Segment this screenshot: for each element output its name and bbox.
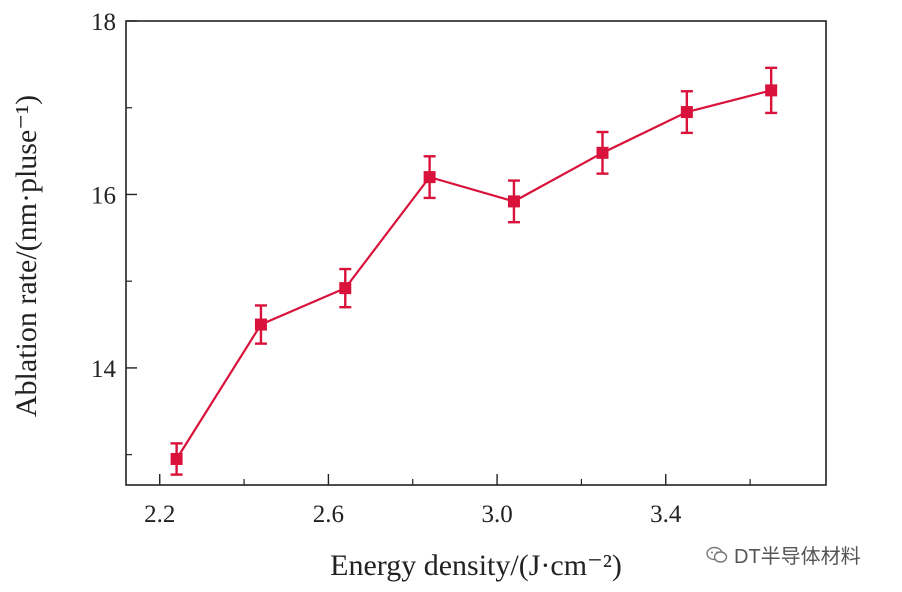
x-tick-label: 2.6: [313, 501, 344, 528]
data-point: [507, 195, 520, 208]
series: [170, 66, 778, 476]
y-axis-label: Ablation rate/(nm·pluse⁻¹): [10, 95, 43, 417]
y-tick-label: 14: [91, 356, 117, 383]
y-tick-label: 16: [91, 182, 116, 209]
x-axis-label: Energy density/(J·cm⁻²): [330, 549, 622, 582]
data-point: [680, 106, 693, 119]
watermark-text: DT半导体材料: [734, 546, 861, 568]
data-point: [596, 146, 609, 159]
x-tick-label: 3.4: [650, 501, 682, 528]
plot-frame: [125, 20, 827, 486]
x-tick-label: 2.2: [144, 501, 175, 528]
axes: 2.2 2.6 3.0 3.4 14 16 18: [91, 9, 827, 528]
x-tick-label: 3.0: [481, 501, 512, 528]
wechat-icon: [706, 546, 728, 563]
y-tick-label: 18: [91, 9, 116, 36]
data-point: [765, 84, 778, 97]
data-point: [339, 282, 352, 295]
data-point: [170, 452, 183, 465]
data-point: [254, 318, 267, 331]
labels: Ablation rate/(nm·pluse⁻¹) Energy densit…: [10, 95, 622, 582]
series-line: [175, 89, 772, 460]
watermark: DT半导体材料: [706, 540, 861, 569]
data-point: [423, 171, 436, 184]
